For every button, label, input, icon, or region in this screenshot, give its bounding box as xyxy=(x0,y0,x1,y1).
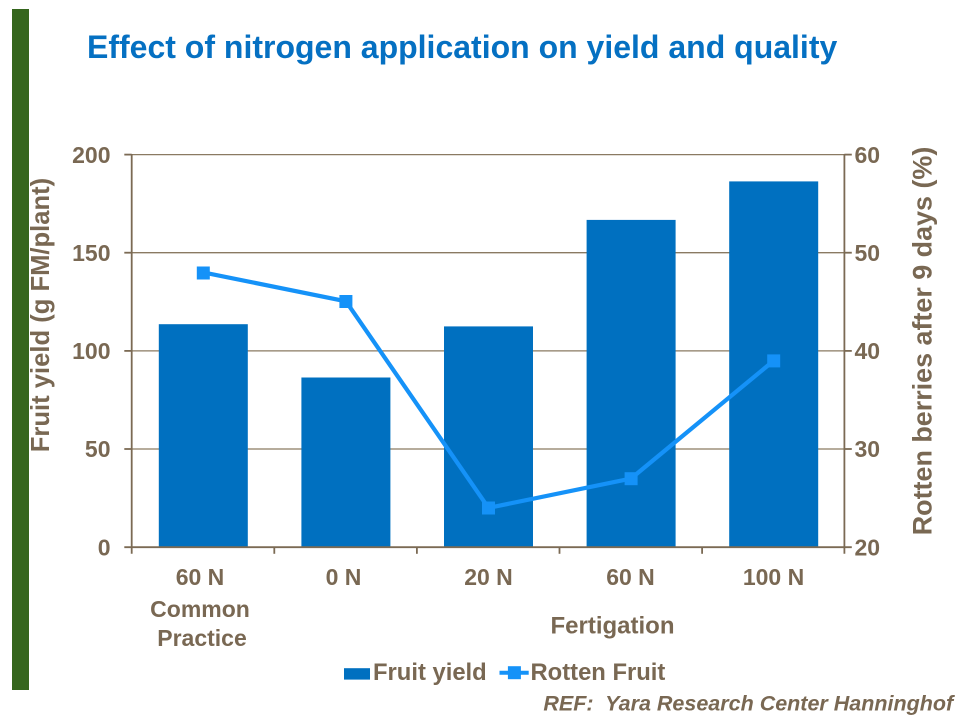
svg-text:30: 30 xyxy=(855,436,881,462)
svg-text:Fertigation: Fertigation xyxy=(551,612,675,639)
svg-text:50: 50 xyxy=(85,436,111,462)
svg-text:Practice: Practice xyxy=(157,625,247,651)
svg-text:100: 100 xyxy=(72,338,110,364)
svg-text:20: 20 xyxy=(855,534,881,560)
svg-text:40: 40 xyxy=(855,338,881,364)
svg-text:Fruit yield (g FM/plant): Fruit yield (g FM/plant) xyxy=(27,178,55,452)
svg-text:100 N: 100 N xyxy=(743,564,804,590)
svg-text:200: 200 xyxy=(72,142,110,168)
svg-text:Common: Common xyxy=(150,596,250,622)
svg-text:Rotten berries after 9 days (%: Rotten berries after 9 days (%) xyxy=(908,147,938,536)
svg-text:20 N: 20 N xyxy=(464,564,513,590)
svg-text:60 N: 60 N xyxy=(176,564,225,590)
svg-text:0 N: 0 N xyxy=(326,564,362,590)
svg-text:Effect of nitrogen application: Effect of nitrogen application on yield … xyxy=(87,29,837,65)
svg-text:150: 150 xyxy=(72,240,110,266)
svg-text:60 N: 60 N xyxy=(606,564,655,590)
svg-text:Fruit yield: Fruit yield xyxy=(373,659,487,686)
svg-text:Rotten Fruit: Rotten Fruit xyxy=(531,659,666,686)
svg-text:60: 60 xyxy=(855,142,881,168)
svg-text:REF: Yara Research Center Han: REF: Yara Research Center Hanninghof xyxy=(543,692,955,716)
svg-text:50: 50 xyxy=(855,240,881,266)
svg-text:0: 0 xyxy=(98,534,111,560)
